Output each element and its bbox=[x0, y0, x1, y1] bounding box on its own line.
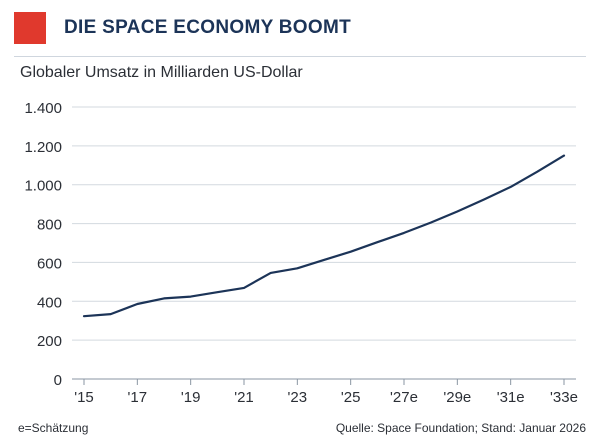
x-tick-label: '25 bbox=[341, 389, 361, 406]
chart-header: DIE SPACE ECONOMY BOOMT bbox=[14, 12, 351, 44]
y-tick-label: 400 bbox=[37, 294, 62, 311]
header-divider bbox=[14, 56, 586, 57]
y-tick-label: 0 bbox=[54, 372, 62, 389]
x-tick-label: '23 bbox=[288, 389, 308, 406]
brand-square bbox=[14, 12, 46, 44]
y-tick-label: 600 bbox=[37, 255, 62, 272]
x-tick-label: '29e bbox=[443, 389, 471, 406]
y-tick-label: 1.200 bbox=[24, 139, 62, 156]
source-note: Quelle: Space Foundation; Stand: Januar … bbox=[335, 421, 586, 435]
series-line bbox=[82, 154, 566, 318]
chart-subtitle: Globaler Umsatz in Milliarden US-Dollar bbox=[20, 64, 303, 81]
x-tick-label: '21 bbox=[234, 389, 254, 406]
x-tick-label: '15 bbox=[74, 389, 94, 406]
y-tick-label: 200 bbox=[37, 333, 62, 350]
chart-title: DIE SPACE ECONOMY BOOMT bbox=[64, 17, 352, 38]
x-tick-label: '27e bbox=[390, 389, 418, 406]
x-tick-label: '31e bbox=[497, 389, 525, 406]
y-tick-label: 1.000 bbox=[24, 178, 62, 195]
x-tick-label: '19 bbox=[181, 389, 201, 406]
estimate-note: e=Schätzung bbox=[18, 421, 89, 435]
x-tick-label: '17 bbox=[128, 389, 148, 406]
x-tick-label: '33e bbox=[550, 389, 578, 406]
y-tick-label: 1.400 bbox=[24, 100, 62, 117]
y-tick-label: 800 bbox=[37, 217, 62, 234]
